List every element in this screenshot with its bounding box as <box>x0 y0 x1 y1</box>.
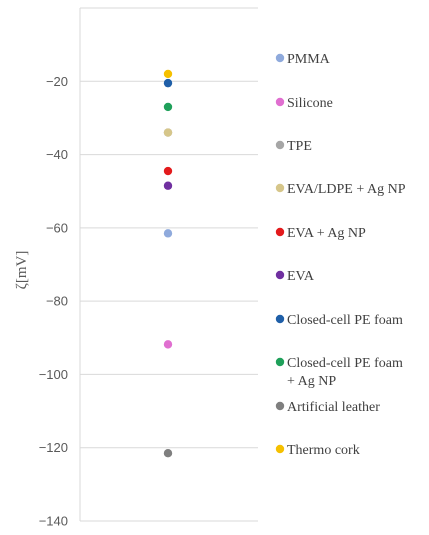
y-tick-label: −60 <box>46 220 68 235</box>
y-axis-label: ζ[mV] <box>14 251 30 290</box>
data-point <box>163 166 173 176</box>
legend-marker <box>275 357 285 367</box>
legend-label: Thermo cork <box>287 443 360 458</box>
legend-label: TPE <box>287 139 312 154</box>
legend-marker <box>275 401 285 411</box>
legend-label: + Ag NP <box>287 374 336 389</box>
y-tick-label: −100 <box>39 367 68 382</box>
y-tick-label: −20 <box>46 74 68 89</box>
legend-label: PMMA <box>287 52 331 67</box>
data-points <box>163 69 173 458</box>
data-point <box>163 78 173 88</box>
y-tick-label: −120 <box>39 440 68 455</box>
legend-marker <box>275 97 285 107</box>
legend-label: Closed-cell PE foam <box>287 356 403 371</box>
y-tick-label: −40 <box>46 147 68 162</box>
y-tick-label: −80 <box>46 294 68 309</box>
legend-label: EVA + Ag NP <box>287 226 366 241</box>
legend-marker <box>275 183 285 193</box>
data-point <box>163 181 173 190</box>
legend-label: EVA/LDPE + Ag NP <box>287 182 406 197</box>
y-tick-labels: −20 −40 −60 −80 −100 −120 −140 <box>39 74 68 529</box>
y-tick-label: −140 <box>39 514 68 529</box>
data-point <box>163 128 173 137</box>
legend-label: Silicone <box>287 96 333 111</box>
legend-label: Closed-cell PE foam <box>287 313 403 328</box>
data-point <box>163 340 173 349</box>
legend-marker <box>275 227 285 237</box>
legend-marker <box>275 444 285 454</box>
legend-marker <box>275 270 285 280</box>
legend-marker <box>275 314 285 324</box>
data-point <box>163 449 173 458</box>
legend-label: Artificial leather <box>287 400 380 415</box>
legend-marker <box>275 140 285 150</box>
legend-marker <box>275 53 285 63</box>
data-point <box>163 229 173 238</box>
grid-lines <box>79 7 258 522</box>
legend-label: EVA <box>287 269 315 284</box>
data-point <box>163 102 173 112</box>
legend: PMMA Silicone TPE EVA/LDPE + Ag NP EVA + Ag … <box>275 52 406 458</box>
data-point <box>163 69 173 79</box>
